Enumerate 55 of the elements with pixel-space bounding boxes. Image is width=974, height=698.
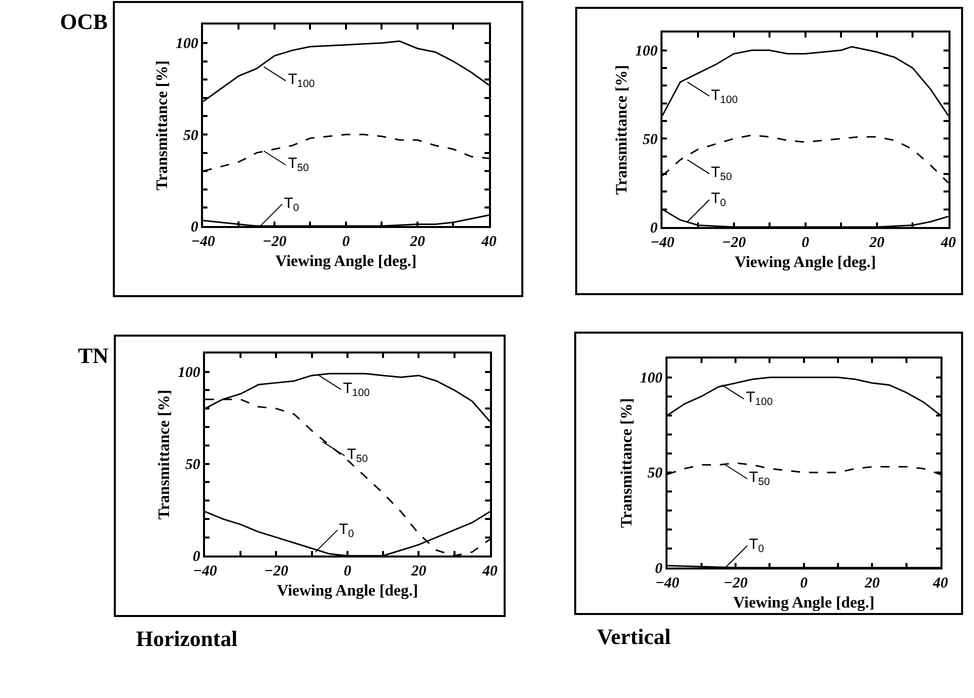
x-tick-label: −40 — [650, 234, 675, 251]
annotation: T$_{100}$ — [711, 87, 738, 106]
x-axis-title: Viewing Angle [deg.] — [734, 254, 876, 271]
y-tick-label: 0 — [650, 220, 658, 236]
y-tick-label: 100 — [178, 365, 201, 382]
y-axis-title: Transmittance [%] — [154, 60, 172, 190]
annotation: T$_{100}$ — [343, 380, 370, 400]
y-tick-label: 50 — [185, 457, 201, 474]
text: Vertical — [597, 624, 671, 649]
x-axis-title: Viewing Angle [deg.] — [276, 582, 418, 600]
x-tick-label: 0 — [802, 234, 810, 251]
y-tick-label: 100 — [635, 44, 658, 60]
annotation: T$_{50}$ — [288, 155, 310, 174]
x-tick-label: −40 — [655, 575, 680, 592]
x-axis-title: Viewing Angle [deg.] — [275, 252, 417, 270]
y-tick-label: 50 — [642, 132, 658, 148]
annotation: T$_{0}$ — [711, 190, 726, 210]
x-tick-label: 0 — [344, 563, 352, 580]
x-tick-label: −20 — [724, 575, 748, 592]
x-tick-label: 40 — [481, 563, 498, 580]
y-axis-title: Transmittance [%] — [618, 398, 636, 528]
annotation: T$_{100}$ — [746, 389, 773, 408]
x-tick-label: 0 — [342, 234, 350, 250]
annotation: T$_{50}$ — [347, 446, 368, 466]
annotation: T$_{0}$ — [284, 195, 300, 214]
x-tick-label: −20 — [722, 234, 746, 251]
text: OCB — [60, 9, 108, 34]
annotation: T$_{50}$ — [749, 469, 770, 488]
annotation: T$_{0}$ — [339, 521, 354, 540]
y-tick-label: 0 — [190, 219, 199, 236]
x-tick-label: 20 — [408, 234, 426, 250]
x-axis-title: Viewing Angle [deg.] — [733, 594, 874, 612]
x-tick-label: 0 — [800, 575, 808, 592]
y-axis-title: Transmittance [%] — [156, 390, 174, 520]
x-tick-label: −40 — [192, 563, 218, 580]
y-axis-title: Transmittance [%] — [614, 64, 631, 195]
x-tick-label: 20 — [868, 234, 885, 251]
y-tick-label: 0 — [192, 548, 201, 565]
x-tick-label: −20 — [264, 563, 289, 580]
x-tick-label: 20 — [410, 563, 427, 580]
text: TN — [78, 343, 109, 368]
x-tick-label: −40 — [190, 234, 216, 250]
x-tick-label: −20 — [262, 234, 288, 250]
annotation: T$_{100}$ — [288, 71, 315, 90]
x-tick-label: 20 — [864, 575, 880, 592]
y-tick-label: 50 — [183, 128, 199, 144]
text: Horizontal — [136, 626, 238, 651]
y-tick-label: 100 — [640, 370, 664, 387]
annotation: T$_{0}$ — [749, 536, 764, 556]
x-tick-label: 40 — [480, 234, 497, 250]
y-tick-label: 100 — [176, 36, 199, 52]
x-tick-label: 40 — [932, 575, 949, 592]
annotation: T$_{50}$ — [711, 164, 732, 184]
y-tick-label: 50 — [648, 466, 664, 482]
x-tick-label: 40 — [940, 234, 956, 251]
